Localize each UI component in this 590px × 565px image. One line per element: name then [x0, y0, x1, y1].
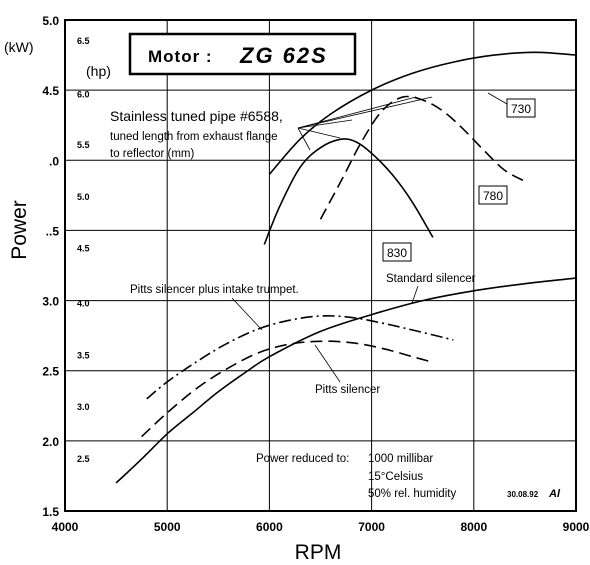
series-line-standard-silencer: [115, 277, 577, 484]
label-730: 730: [511, 102, 531, 116]
series-group: [115, 51, 577, 484]
x-tick-5: 9000: [563, 520, 590, 534]
y-tick-7: 1.5: [42, 505, 59, 519]
y-axis-title: Power: [8, 200, 31, 260]
hp-tick-3: 5.0: [77, 192, 90, 202]
series-line-730: [268, 51, 577, 175]
pipe-pointer-lines: [297, 96, 433, 151]
cond-temperature: 15°Celsius: [368, 471, 423, 483]
x-tick-1: 5000: [154, 520, 181, 534]
series-line-pitts-silencer: [141, 340, 434, 438]
signature: Al: [548, 488, 561, 500]
pitts-leader: [314, 344, 341, 383]
label-830: 830: [387, 246, 407, 260]
axes: [64, 19, 577, 512]
hp-tick-1: 6.0: [77, 89, 90, 99]
hp-tick-4: 4.5: [77, 244, 90, 254]
hp-tick-0: 6.5: [77, 36, 90, 46]
y-unit-kw: (kW): [4, 39, 34, 55]
x-axis-title: RPM: [295, 541, 342, 564]
hp-tick-8: 2.5: [77, 454, 90, 464]
label-box-730: [506, 98, 536, 118]
standard-leader: [411, 285, 419, 304]
y-tick-6: 2.0: [42, 435, 59, 449]
series-line-780: [319, 95, 526, 220]
y-tick-4: 3.0: [42, 295, 59, 309]
hp-tick-2: 5.5: [77, 140, 90, 150]
hp-tick-6: 3.5: [77, 350, 90, 360]
hp-tick-labels: 6.5 6.0 5.5 5.0 4.5 4.0 3.5 3.0 2.5: [77, 36, 90, 464]
pitts-silencer-label: Pitts silencer: [315, 384, 380, 396]
standard-silencer-label: Standard silencer: [386, 273, 476, 285]
pitts-trumpet-label: Pitts silencer plus intake trumpet.: [130, 284, 299, 296]
y-tick-labels: 5.0 4.5 .0 ..5 3.0 2.5 2.0 1.5: [42, 14, 59, 519]
y-tick-5: 2.5: [42, 365, 59, 379]
pipe-line3: to reflector (mm): [110, 148, 195, 160]
x-tick-3: 7000: [358, 520, 385, 534]
label-box-780: [478, 185, 508, 205]
reduced-label: Power reduced to:: [256, 453, 349, 465]
x-tick-labels: 4000 5000 6000 7000 8000 9000: [52, 520, 590, 534]
date-label: 30.08.92: [507, 490, 539, 499]
y-tick-1: 4.5: [42, 84, 59, 98]
x-tick-0: 4000: [52, 520, 79, 534]
pitts-trumpet-leader: [231, 297, 263, 331]
title-model: ZG 62S: [239, 43, 328, 68]
cond-pressure: 1000 millibar: [368, 453, 433, 465]
y-tick-0: 5.0: [42, 14, 59, 28]
hp-tick-7: 3.0: [77, 402, 90, 412]
pipe-title: Stainless tuned pipe #6588,: [110, 108, 283, 124]
x-tick-4: 8000: [460, 520, 487, 534]
series-line-830: [263, 138, 434, 245]
title-box: [128, 32, 357, 76]
y-tick-3: ..5: [46, 224, 60, 238]
label-box-830: [382, 242, 412, 262]
title-prefix: Motor :: [148, 47, 213, 66]
y-tick-2: .0: [49, 154, 59, 168]
label-780: 780: [483, 189, 503, 203]
cond-humidity: 50% rel. humidity: [368, 488, 456, 500]
pipe-line2: tuned length from exhaust flange: [110, 131, 278, 143]
y-unit-hp: (hp): [86, 63, 111, 79]
x-tick-2: 6000: [256, 520, 283, 534]
series-line-pitts-silencer-plus-intake-trumpet: [146, 315, 454, 400]
hp-tick-5: 4.0: [77, 298, 90, 308]
leader-730: [487, 92, 508, 105]
plot-frame: [64, 19, 577, 512]
